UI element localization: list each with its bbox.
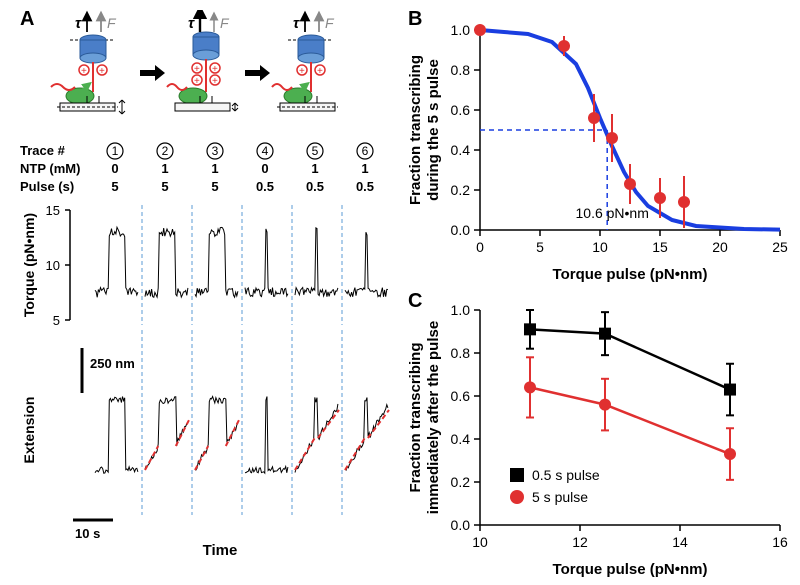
svg-text:0.4: 0.4: [451, 142, 471, 158]
svg-text:+: +: [99, 66, 105, 77]
svg-text:10: 10: [592, 239, 608, 255]
ntp-label: NTP (mM): [20, 161, 80, 176]
svg-text:5: 5: [111, 179, 118, 194]
svg-text:0.4: 0.4: [451, 431, 471, 447]
svg-text:F: F: [220, 15, 230, 31]
svg-text:10: 10: [46, 258, 60, 273]
svg-text:+: +: [194, 64, 200, 75]
svg-text:25: 25: [772, 239, 788, 255]
svg-text:5: 5: [312, 144, 319, 158]
svg-text:0.0: 0.0: [451, 517, 471, 533]
svg-text:1.0: 1.0: [451, 22, 471, 38]
svg-text:1.0: 1.0: [451, 302, 471, 318]
svg-text:10: 10: [472, 534, 488, 550]
svg-text:0.6: 0.6: [451, 102, 471, 118]
panel-a-torque-plot: Torque (pN•nm) 5 10 15: [20, 200, 390, 330]
svg-text:5: 5: [53, 313, 60, 328]
svg-text:15: 15: [652, 239, 668, 255]
svg-text:15: 15: [46, 203, 60, 218]
svg-text:0.8: 0.8: [451, 345, 471, 361]
svg-text:12: 12: [572, 534, 588, 550]
panel-a-extension-plot: Extension 250 nm 10 s Time: [20, 330, 390, 560]
svg-text:0: 0: [476, 239, 484, 255]
svg-text:τ: τ: [188, 15, 195, 32]
svg-text:20: 20: [712, 239, 728, 255]
pulse-label: Pulse (s): [20, 179, 74, 194]
svg-text:1: 1: [112, 144, 119, 158]
svg-text:0.2: 0.2: [451, 182, 471, 198]
ext-scale-x: 10 s: [75, 526, 100, 541]
ext-xlabel: Time: [203, 542, 238, 559]
svg-text:5: 5: [211, 179, 218, 194]
svg-text:+: +: [81, 66, 87, 77]
svg-text:0.5: 0.5: [356, 179, 374, 194]
svg-text:4: 4: [262, 144, 269, 158]
svg-text:5: 5: [161, 179, 168, 194]
force-label: F: [107, 15, 117, 31]
torque-ylabel: Torque (pN•nm): [21, 213, 37, 317]
svg-text:0.5 s pulse: 0.5 s pulse: [532, 467, 600, 483]
svg-text:during the 5 s pulse: during the 5 s pulse: [425, 59, 442, 201]
svg-text:+: +: [194, 76, 200, 87]
svg-text:Torque pulse (pN•nm): Torque pulse (pN•nm): [553, 561, 708, 578]
tau-label: τ: [75, 15, 82, 32]
svg-text:5 s pulse: 5 s pulse: [532, 489, 588, 505]
svg-text:0.8: 0.8: [451, 62, 471, 78]
svg-text:5: 5: [536, 239, 544, 255]
svg-text:Torque pulse (pN•nm): Torque pulse (pN•nm): [553, 266, 708, 283]
panel-b-chart: 0 5 10 15 20 25 0.0 0.2 0.4 0.6 0.8 1.0 Torque pulse…: [400, 15, 795, 285]
svg-text:1: 1: [211, 161, 218, 176]
svg-text:0.6: 0.6: [451, 388, 471, 404]
svg-text:1: 1: [361, 161, 368, 176]
svg-text:16: 16: [772, 534, 788, 550]
svg-text:2: 2: [162, 144, 169, 158]
ext-scale-y: 250 nm: [90, 356, 135, 371]
svg-text:+: +: [212, 76, 218, 87]
svg-text:0: 0: [261, 161, 268, 176]
svg-text:0: 0: [111, 161, 118, 176]
panel-c-chart: 10 12 14 16 0.0 0.2 0.4 0.6 0.8 1.0 Torque pulse (…: [400, 300, 795, 580]
svg-text:14: 14: [672, 534, 688, 550]
svg-text:3: 3: [212, 144, 219, 158]
svg-text:0.0: 0.0: [451, 222, 471, 238]
svg-text:+: +: [212, 64, 218, 75]
svg-text:0.5: 0.5: [256, 179, 274, 194]
panel-a-schematic: τ F + + τ F + + + +: [45, 10, 355, 120]
extension-ylabel: Extension: [21, 397, 37, 464]
svg-text:Fraction transcribing: Fraction transcribing: [407, 342, 424, 492]
svg-text:Fraction transcribing: Fraction transcribing: [407, 55, 424, 205]
svg-text:0.2: 0.2: [451, 474, 471, 490]
svg-text:0.5: 0.5: [306, 179, 324, 194]
svg-text:6: 6: [362, 144, 369, 158]
svg-text:F: F: [325, 15, 335, 31]
svg-text:10.6 pN•nm: 10.6 pN•nm: [576, 205, 649, 221]
svg-text:1: 1: [161, 161, 168, 176]
svg-text:+: +: [299, 66, 305, 77]
svg-text:τ: τ: [293, 15, 300, 32]
svg-text:1: 1: [311, 161, 318, 176]
trace-num-label: Trace #: [20, 143, 66, 158]
panel-a-trace-table: Trace # NTP (mM) Pulse (s) 1 0 5 2 1 5 3 1 5 4 0 0.…: [20, 140, 390, 200]
svg-text:+: +: [317, 66, 323, 77]
panel-a-label: A: [20, 8, 34, 31]
svg-text:immediately after the pulse: immediately after the pulse: [425, 321, 442, 514]
